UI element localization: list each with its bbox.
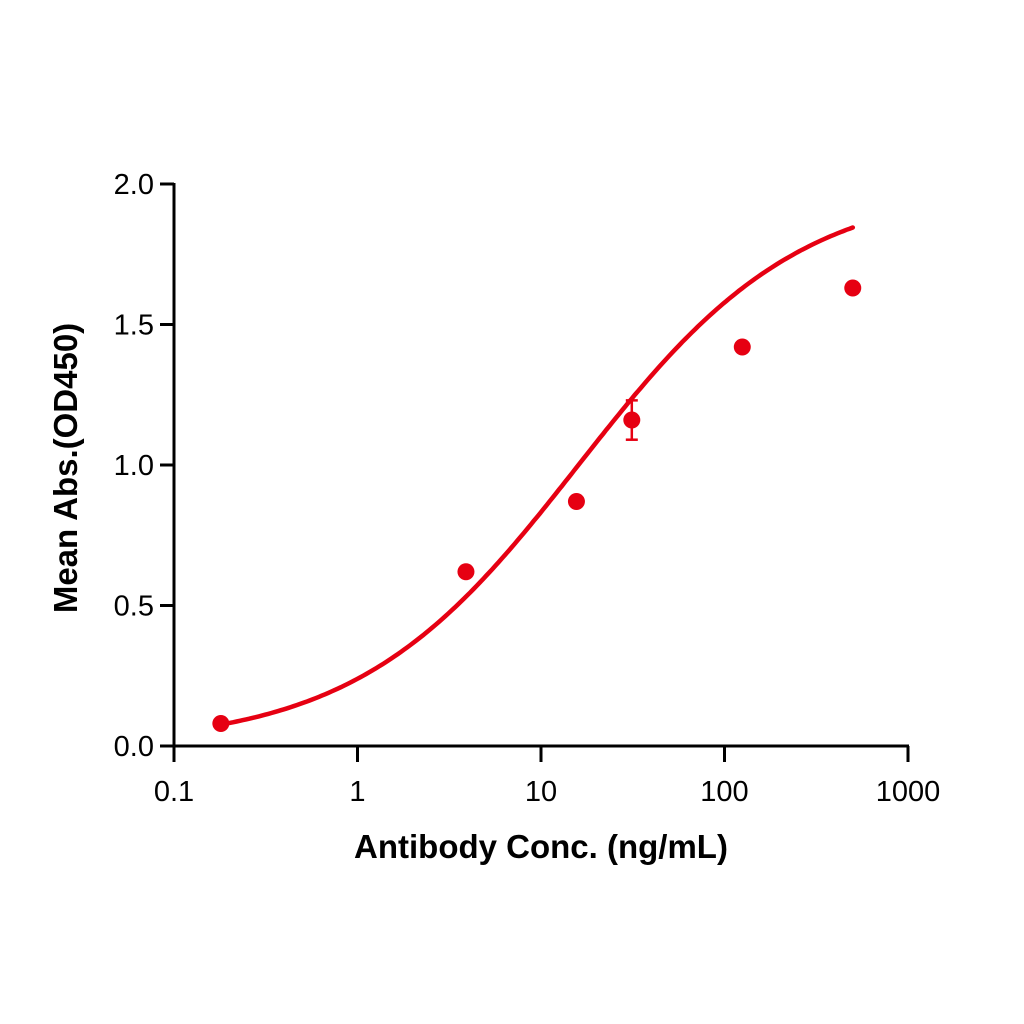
fit-curve (218, 225, 856, 727)
y-tick-label: 1.0 (114, 450, 154, 482)
y-tick-label: 0.0 (114, 731, 154, 763)
y-axis-title: Mean Abs.(OD450) (47, 323, 84, 613)
data-point (567, 493, 585, 511)
y-tick-label: 2.0 (114, 169, 154, 201)
y-tick-label: 0.5 (114, 591, 154, 623)
x-axis: 0.1 1 10 100 1000 (154, 744, 941, 808)
data-point (623, 411, 641, 429)
x-axis-title: Antibody Conc. (ng/mL) (354, 828, 728, 865)
y-tick-label: 1.5 (114, 310, 154, 342)
x-tick-label: 100 (700, 776, 748, 808)
data-point (733, 338, 751, 356)
x-tick-label: 0.1 (154, 776, 194, 808)
data-points (212, 279, 862, 733)
y-axis: 0.0 0.5 1.0 1.5 2.0 (114, 169, 176, 763)
data-point (212, 715, 230, 733)
x-tick-label: 10 (525, 776, 557, 808)
data-point (457, 563, 475, 581)
x-tick-label: 1000 (876, 776, 941, 808)
data-point (844, 279, 862, 297)
x-tick-label: 1 (349, 776, 365, 808)
